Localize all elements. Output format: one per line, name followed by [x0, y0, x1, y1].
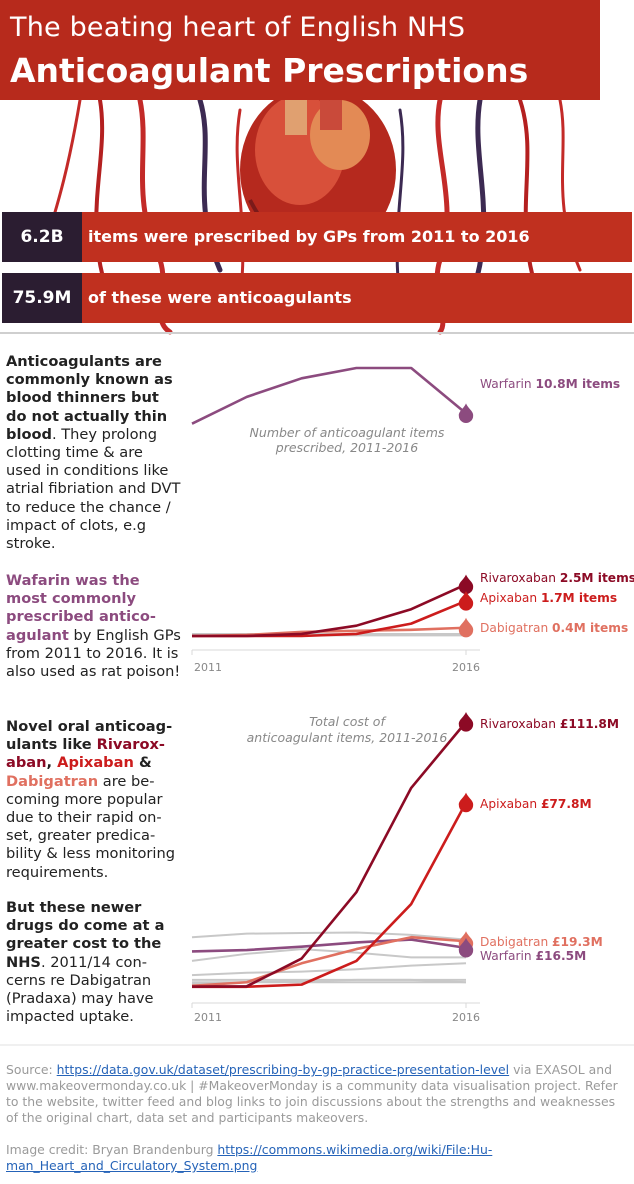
- series-name: Warfarin: [480, 377, 536, 391]
- series-name: Dabigatran: [480, 935, 552, 949]
- series-value: £77.8M: [541, 797, 592, 811]
- hero-banner: The beating heart of English NHS Anticoa…: [0, 0, 634, 338]
- divider: [0, 332, 634, 334]
- x-tick-label: 2011: [194, 661, 222, 674]
- sidebar-paragraph-4: But these newer drugs do come at a great…: [6, 899, 182, 1026]
- title-band: The beating heart of English NHS Anticoa…: [0, 0, 600, 100]
- paragraph-text: . 2011/14 con-cerns re Dabigatran (Prada…: [6, 953, 154, 1026]
- stat-value: 75.9M: [2, 273, 82, 323]
- rivaroxaban-label: Rivaroxaban £111.8M: [480, 717, 619, 731]
- dabigatran-line: [191, 935, 467, 988]
- footer-credit: Image credit: Bryan Brandenburg https://…: [6, 1142, 621, 1174]
- rivaroxaban-line: [192, 583, 467, 638]
- series-name: Rivaroxaban: [480, 717, 560, 731]
- other-series-line: [191, 948, 466, 962]
- source-link[interactable]: https://data.gov.uk/dataset/prescribing-…: [56, 1062, 510, 1077]
- footer-source-text: via EXASOL and www.makeovermonday.co.uk …: [6, 1062, 618, 1125]
- apixaban-label: Apixaban £77.8M: [480, 797, 592, 811]
- page-title-line1: The beating heart of English NHS: [10, 12, 466, 43]
- series-value: £111.8M: [560, 717, 619, 731]
- other-series-line: [191, 931, 467, 941]
- series-name: Apixaban: [480, 591, 541, 605]
- image-credit-link[interactable]: https://commons.wikimedia.org/wiki/File:…: [6, 1142, 493, 1173]
- paragraph-text: . They prolong clotting time & are used …: [6, 425, 181, 553]
- chart-title: anticoagulant items, 2011-2016: [247, 730, 448, 745]
- other-series-line: [191, 962, 467, 977]
- stat-value: 6.2B: [2, 212, 82, 262]
- warfarin-end-marker: [458, 937, 474, 958]
- stat-text: items were prescribed by GPs from 2011 t…: [82, 212, 632, 262]
- apixaban-line: [192, 801, 468, 989]
- chart-title: prescribed, 2011-2016: [275, 440, 418, 455]
- paragraph-text: by English GPs from 2011 to 2016. It is …: [6, 626, 181, 681]
- series-value: 2.5M items: [560, 571, 634, 585]
- x-tick-label: 2016: [452, 1011, 480, 1024]
- series-value: 10.8M items: [536, 377, 621, 391]
- warfarin-line: [191, 938, 467, 953]
- paragraph-text: are be-coming more popular due to their …: [6, 772, 175, 881]
- x-tick-label: 2016: [452, 661, 480, 674]
- paragraph-lead: But these newer drugs do come at a great…: [6, 899, 165, 971]
- page-title-line2: Anticoagulant Prescriptions: [10, 51, 529, 90]
- warfarin-label: Warfarin 10.8M items: [480, 377, 620, 391]
- footer-credit-label: Image credit: Bryan Brandenburg: [6, 1142, 218, 1157]
- chart-title: Number of anticoagulant items: [250, 425, 445, 440]
- sidebar-paragraph-1: Anticoagulants are commonly known as blo…: [6, 353, 182, 553]
- series-value: 1.7M items: [541, 591, 617, 605]
- series-value: £16.5M: [536, 949, 587, 963]
- stat-row-anticoagulants: 75.9M of these were anticoagulants: [2, 273, 632, 323]
- apixaban-text: Apixaban: [57, 754, 134, 772]
- separator-text: ,: [46, 754, 58, 772]
- warfarin-end-marker: [458, 403, 474, 423]
- series-value: £19.3M: [552, 935, 603, 949]
- sidebar-paragraph-2: Wafarin was the most commonly prescribed…: [6, 572, 182, 681]
- series-name: Apixaban: [480, 797, 541, 811]
- rivaroxaban-end-marker: [458, 574, 474, 595]
- paragraph-lead: Anticoagulants are commonly known as blo…: [6, 353, 173, 443]
- dabigatran-label: Dabigatran 0.4M items: [480, 621, 628, 635]
- apixaban-label: Apixaban 1.7M items: [480, 591, 617, 605]
- series-value: 0.4M items: [552, 621, 628, 635]
- rivaroxaban-line: [191, 721, 467, 988]
- apixaban-end-marker: [458, 590, 474, 611]
- rivaroxaban-text: Rivarox-aban: [6, 736, 165, 772]
- dabigatran-label: Dabigatran £19.3M: [480, 935, 603, 949]
- paragraph-lead: Wafarin was the most commonly prescribed…: [6, 572, 156, 644]
- rivaroxaban-label: Rivaroxaban 2.5M items: [480, 571, 634, 585]
- dabigatran-end-marker: [458, 617, 474, 638]
- footer-source: Source: https://data.gov.uk/dataset/pres…: [6, 1062, 621, 1126]
- x-tick-label: 2011: [194, 1011, 222, 1024]
- stat-text: of these were anticoagulants: [82, 273, 632, 323]
- rivaroxaban-end-marker: [458, 712, 474, 732]
- chart-title: Total cost of: [309, 714, 386, 729]
- stat-row-total: 6.2B items were prescribed by GPs from 2…: [2, 212, 632, 262]
- series-name: Rivaroxaban: [480, 571, 560, 585]
- dabigatran-text: Dabigatran: [6, 772, 99, 790]
- series-name: Warfarin: [480, 949, 536, 963]
- footer-source-label: Source:: [6, 1062, 57, 1077]
- apixaban-end-marker: [458, 792, 474, 813]
- warfarin-line: [191, 366, 467, 425]
- series-name: Dabigatran: [480, 621, 552, 635]
- vessels: [38, 97, 582, 335]
- warfarin-label: Warfarin £16.5M: [480, 949, 586, 963]
- paragraph-lead: Novel oral anticoag-ulants like: [6, 718, 173, 754]
- chart-1: 2011 2016 Number of anticoagulant itemspre…: [191, 366, 634, 674]
- separator-text: &: [133, 754, 152, 772]
- sidebar-paragraph-3: Novel oral anticoag-ulants like Rivarox-…: [6, 718, 182, 882]
